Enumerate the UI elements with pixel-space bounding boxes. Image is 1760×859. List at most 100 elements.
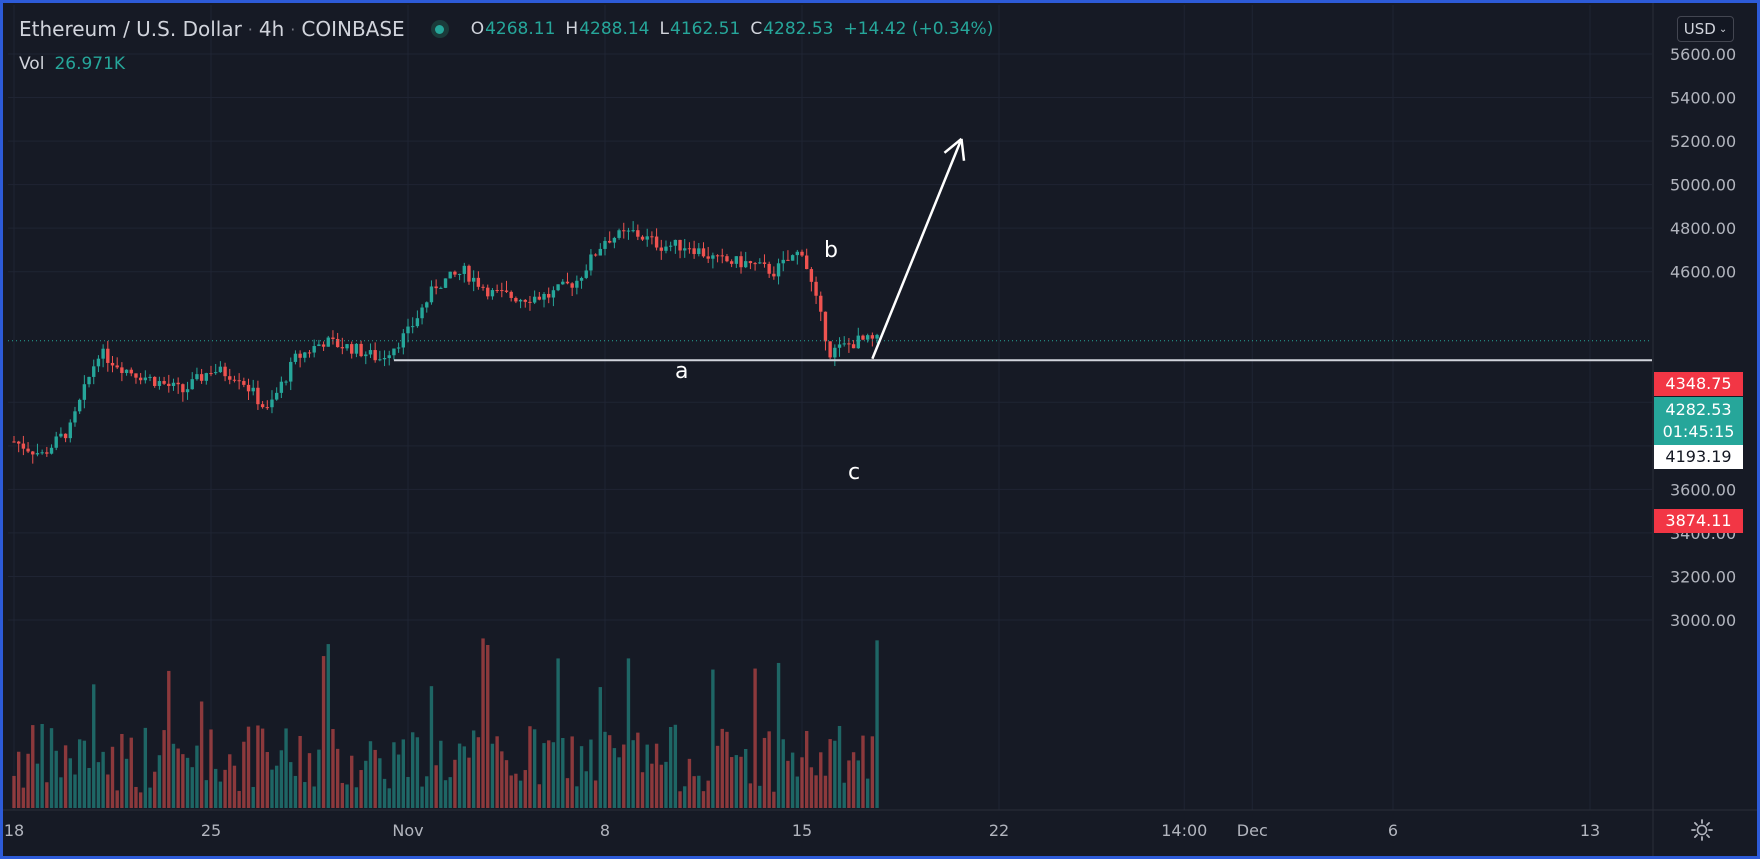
candle-body <box>17 441 21 444</box>
candle-body <box>490 290 495 297</box>
candle-body <box>631 230 635 232</box>
candle-body <box>532 296 537 303</box>
candle-body <box>608 240 612 243</box>
low-value: 4162.51 <box>670 19 741 39</box>
volume-bar <box>626 658 631 808</box>
candle-body <box>678 239 682 251</box>
volume-bar <box>110 746 115 808</box>
candle-body <box>589 254 593 271</box>
high-value: 4288.14 <box>579 19 650 39</box>
candle-body <box>537 296 542 300</box>
volume-bar <box>823 775 828 808</box>
gear-icon[interactable] <box>1690 818 1714 842</box>
candle-body <box>162 381 166 384</box>
candle-body <box>725 256 729 262</box>
volume-bar <box>476 737 481 808</box>
symbol-name[interactable]: Ethereum / U.S. Dollar <box>19 17 242 41</box>
candle-body <box>481 286 485 288</box>
volume-bar <box>542 743 546 808</box>
candle-body <box>570 283 574 288</box>
candle-body <box>59 433 63 437</box>
projection-arrow-head <box>943 137 963 154</box>
candle-body <box>706 256 710 259</box>
volume-bar <box>758 785 762 808</box>
volume-bar <box>270 769 274 808</box>
volume-bar <box>504 760 509 808</box>
volume-bar <box>687 758 692 808</box>
candle-body <box>153 376 157 386</box>
candle-body <box>523 299 527 302</box>
volume-bar <box>246 726 251 808</box>
candle-body <box>270 399 274 408</box>
candle-body <box>92 366 96 377</box>
candle-body <box>340 347 345 349</box>
volume-bar <box>157 755 162 808</box>
volume-bar <box>265 752 269 808</box>
volume-bar <box>17 751 21 808</box>
candle-body <box>734 256 739 264</box>
level-tag: 4193.19 <box>1654 445 1743 469</box>
volume-bar <box>833 740 837 808</box>
volume-bar <box>115 790 119 808</box>
candle-body <box>790 255 795 261</box>
candle-body <box>476 277 481 287</box>
candle-body <box>711 255 715 259</box>
candle-body <box>246 384 251 392</box>
candle-body <box>551 290 556 298</box>
volume-bar <box>861 735 865 808</box>
volume-bar <box>481 638 485 808</box>
volume-bar <box>401 739 405 808</box>
candle-body <box>303 352 307 358</box>
currency-selector[interactable]: USD ⌄ <box>1677 16 1734 42</box>
volume-bar <box>345 784 349 808</box>
candle-body <box>739 256 743 268</box>
candle-body <box>462 265 466 274</box>
volume-bar <box>181 754 185 808</box>
candle-body <box>35 453 40 455</box>
candle-body <box>171 382 176 386</box>
candle-body <box>786 259 790 261</box>
x-tick-label: 22 <box>989 821 1009 840</box>
candle-body <box>106 348 110 363</box>
volume-bar <box>462 746 466 808</box>
interval-label[interactable]: 4h <box>258 17 285 41</box>
candle-body <box>392 348 396 356</box>
volume-bar <box>190 767 194 808</box>
volume-bar <box>171 743 176 808</box>
volume-bar <box>814 775 818 808</box>
volume-bar <box>668 726 673 808</box>
volume-bar <box>589 739 593 808</box>
volume-label[interactable]: Vol <box>19 54 45 74</box>
candle-body <box>157 381 162 386</box>
volume-bar <box>429 686 434 808</box>
volume-bar <box>870 736 875 808</box>
last-price-tag: 4282.53 01:45:15 <box>1654 397 1743 445</box>
candle-body <box>124 369 129 374</box>
candle-body <box>486 287 490 297</box>
candle-body <box>673 239 678 246</box>
candle-body <box>176 382 180 385</box>
candle-body <box>429 286 434 303</box>
volume-bar <box>457 743 462 808</box>
volume-bar <box>790 752 795 808</box>
volume-bar <box>406 776 410 808</box>
candle-body <box>223 366 227 377</box>
volume-bar <box>120 733 124 808</box>
candle-body <box>781 259 785 264</box>
volume-bar <box>631 740 635 808</box>
candle-body <box>692 248 696 255</box>
volume-bar <box>701 791 706 808</box>
candle-body <box>509 291 513 298</box>
volume-bar <box>509 775 513 808</box>
volume-bar <box>575 786 579 808</box>
candle-body <box>138 377 143 381</box>
volume-bar <box>68 758 72 808</box>
candle-body <box>237 380 241 382</box>
candle-body <box>659 247 663 251</box>
volume-bar <box>532 729 537 808</box>
volume-bar <box>486 644 490 808</box>
candle-body <box>354 343 359 354</box>
volume-bar <box>471 730 476 808</box>
volume-bar <box>809 767 814 808</box>
